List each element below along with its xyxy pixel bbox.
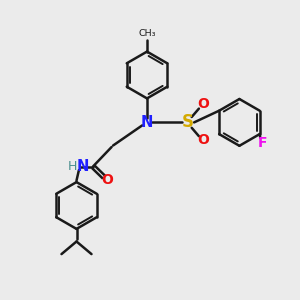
Text: O: O	[101, 173, 113, 187]
Text: S: S	[182, 113, 194, 131]
Text: O: O	[197, 98, 209, 111]
Text: N: N	[141, 115, 153, 130]
Text: CH₃: CH₃	[138, 29, 156, 38]
Text: O: O	[197, 134, 209, 147]
Text: N: N	[77, 159, 89, 174]
Text: F: F	[257, 136, 267, 150]
Text: H: H	[68, 160, 77, 173]
